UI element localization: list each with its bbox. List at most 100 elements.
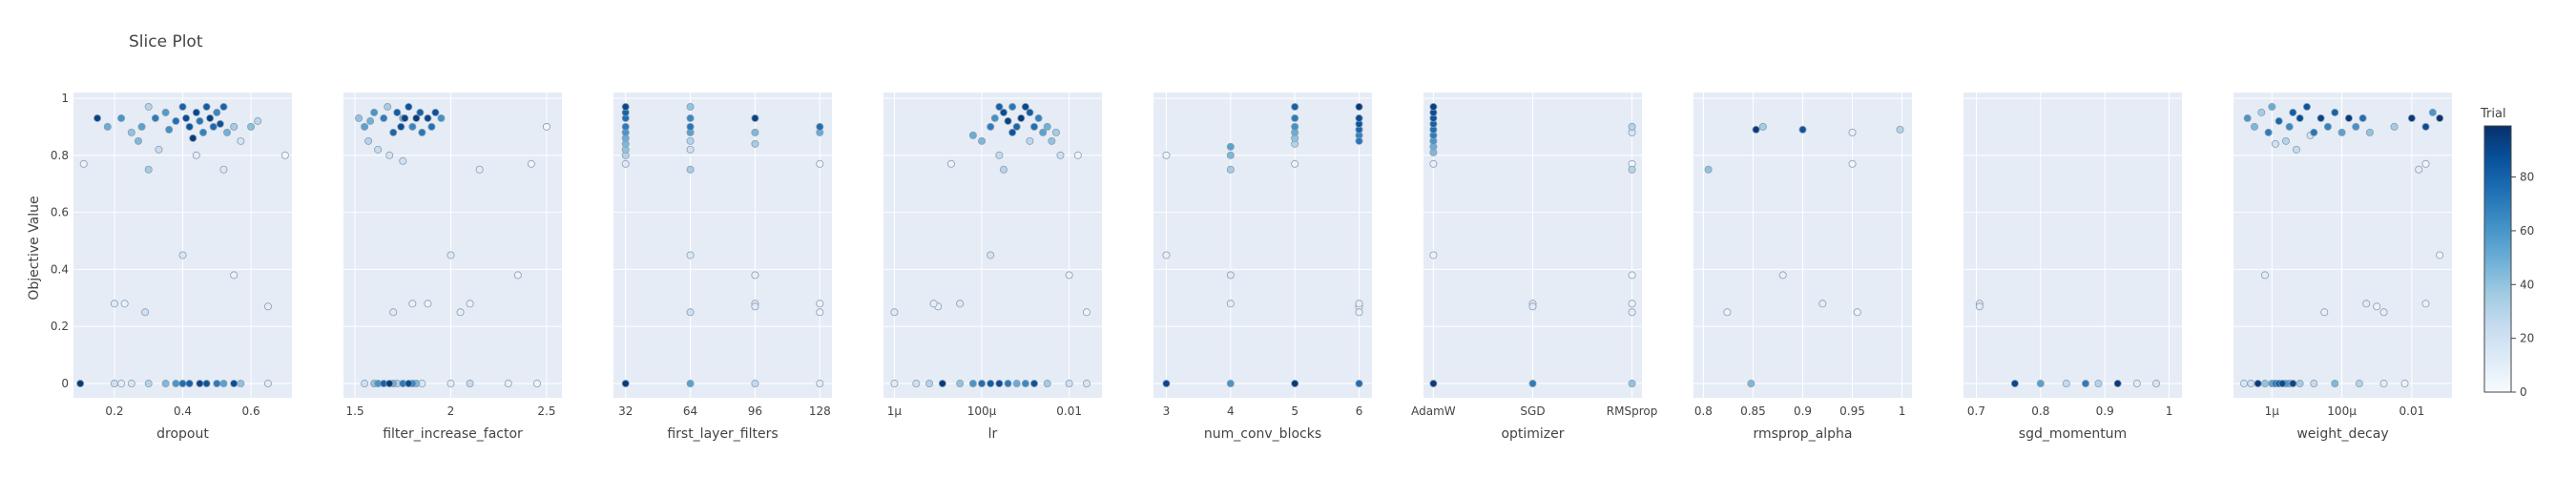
data-point	[1021, 102, 1029, 111]
data-point	[196, 380, 204, 388]
data-point	[2113, 380, 2122, 388]
y-tick-label: 0.6	[51, 206, 69, 219]
data-point	[202, 380, 211, 388]
colorbar-tick-label: 60	[2520, 224, 2534, 238]
data-point	[178, 380, 187, 388]
data-point	[686, 136, 695, 145]
panel-rmsprop_alpha: 0.8 0.85 0.9 0.95 1 rmsprop_alpha	[1693, 93, 1912, 442]
data-point	[1752, 125, 1760, 134]
data-point	[1429, 251, 1438, 259]
data-point	[389, 128, 398, 136]
x-tick-label: 0.6	[242, 404, 260, 418]
data-point	[1798, 125, 1807, 134]
data-point	[686, 251, 695, 259]
x-tick-label: 64	[683, 404, 697, 418]
data-point	[2365, 128, 2374, 136]
plot-area	[2233, 93, 2452, 398]
data-point	[161, 108, 170, 116]
data-point	[1853, 308, 1861, 317]
y-tick-label: 0.2	[51, 320, 69, 333]
data-point	[437, 114, 446, 122]
data-point	[1704, 165, 1713, 174]
data-point	[364, 136, 373, 145]
data-point	[475, 165, 484, 174]
data-point	[385, 380, 394, 388]
data-point	[2320, 308, 2329, 317]
data-point	[1162, 251, 1171, 259]
data-point	[216, 119, 224, 128]
data-point	[1026, 108, 1034, 116]
data-point	[1226, 300, 1235, 308]
data-point	[405, 102, 413, 111]
data-point	[1628, 122, 1636, 131]
data-point	[189, 134, 197, 142]
data-point	[2302, 102, 2311, 111]
data-point	[2421, 300, 2430, 308]
x-tick-label: 0.4	[174, 404, 192, 418]
data-point	[1162, 380, 1171, 388]
plot-area	[343, 93, 562, 398]
data-point	[2152, 380, 2161, 388]
data-point	[1628, 380, 1636, 388]
panel-weight_decay: 1μ 100μ 0.01 weight_decay	[2233, 93, 2452, 442]
data-point	[2337, 128, 2346, 136]
x-tick-label: 2.5	[537, 404, 555, 418]
data-point	[198, 128, 207, 136]
data-point	[2285, 122, 2294, 131]
data-point	[2239, 380, 2248, 388]
data-point	[361, 122, 369, 131]
data-point	[686, 145, 695, 154]
data-point	[890, 308, 899, 317]
data-point	[2421, 159, 2430, 168]
data-point	[1008, 128, 1017, 136]
y-tick-label: 0.8	[51, 149, 69, 162]
data-point	[424, 114, 432, 122]
data-point	[1723, 308, 1732, 317]
x-tick-label: 0.7	[1967, 404, 1985, 418]
data-point	[213, 108, 221, 116]
data-point	[1818, 300, 1827, 308]
x-tick-label: RMSprop	[1607, 404, 1658, 418]
data-point	[110, 300, 118, 308]
data-point	[380, 114, 388, 122]
x-axis-label: weight_decay	[2296, 426, 2388, 442]
data-point	[127, 128, 135, 136]
panel-optimizer: AdamW SGD RMSprop optimizer	[1411, 93, 1657, 442]
data-point	[254, 116, 262, 125]
data-point	[2010, 380, 2019, 388]
x-tick-label: 0.9	[1794, 404, 1812, 418]
data-point	[751, 128, 759, 136]
data-point	[1628, 271, 1636, 280]
x-tick-label: 0.01	[1056, 404, 1082, 418]
data-point	[912, 380, 921, 388]
colorbar-tick-label: 40	[2520, 278, 2534, 291]
data-point	[2331, 380, 2339, 388]
data-point	[1291, 380, 1299, 388]
plot-area	[1963, 93, 2182, 398]
data-point	[2355, 380, 2363, 388]
data-point	[816, 122, 824, 131]
data-point	[447, 251, 455, 259]
data-point	[219, 102, 228, 111]
data-point	[2292, 145, 2300, 154]
data-point	[427, 122, 436, 131]
data-point	[816, 380, 824, 388]
data-point	[103, 122, 112, 131]
x-tick-label: 5	[1291, 404, 1298, 418]
data-point	[532, 380, 541, 388]
x-axis-label: num_conv_blocks	[1204, 426, 1321, 442]
data-point	[206, 114, 215, 122]
data-point	[2379, 308, 2388, 317]
data-point	[263, 302, 272, 311]
data-point	[230, 271, 239, 280]
data-point	[1226, 165, 1235, 174]
data-point	[978, 380, 987, 388]
data-point	[2247, 380, 2255, 388]
data-point	[1012, 380, 1021, 388]
data-point	[1628, 300, 1636, 308]
data-point	[1008, 102, 1017, 111]
data-point	[1291, 114, 1299, 122]
data-point	[925, 380, 934, 388]
data-point	[219, 165, 228, 174]
